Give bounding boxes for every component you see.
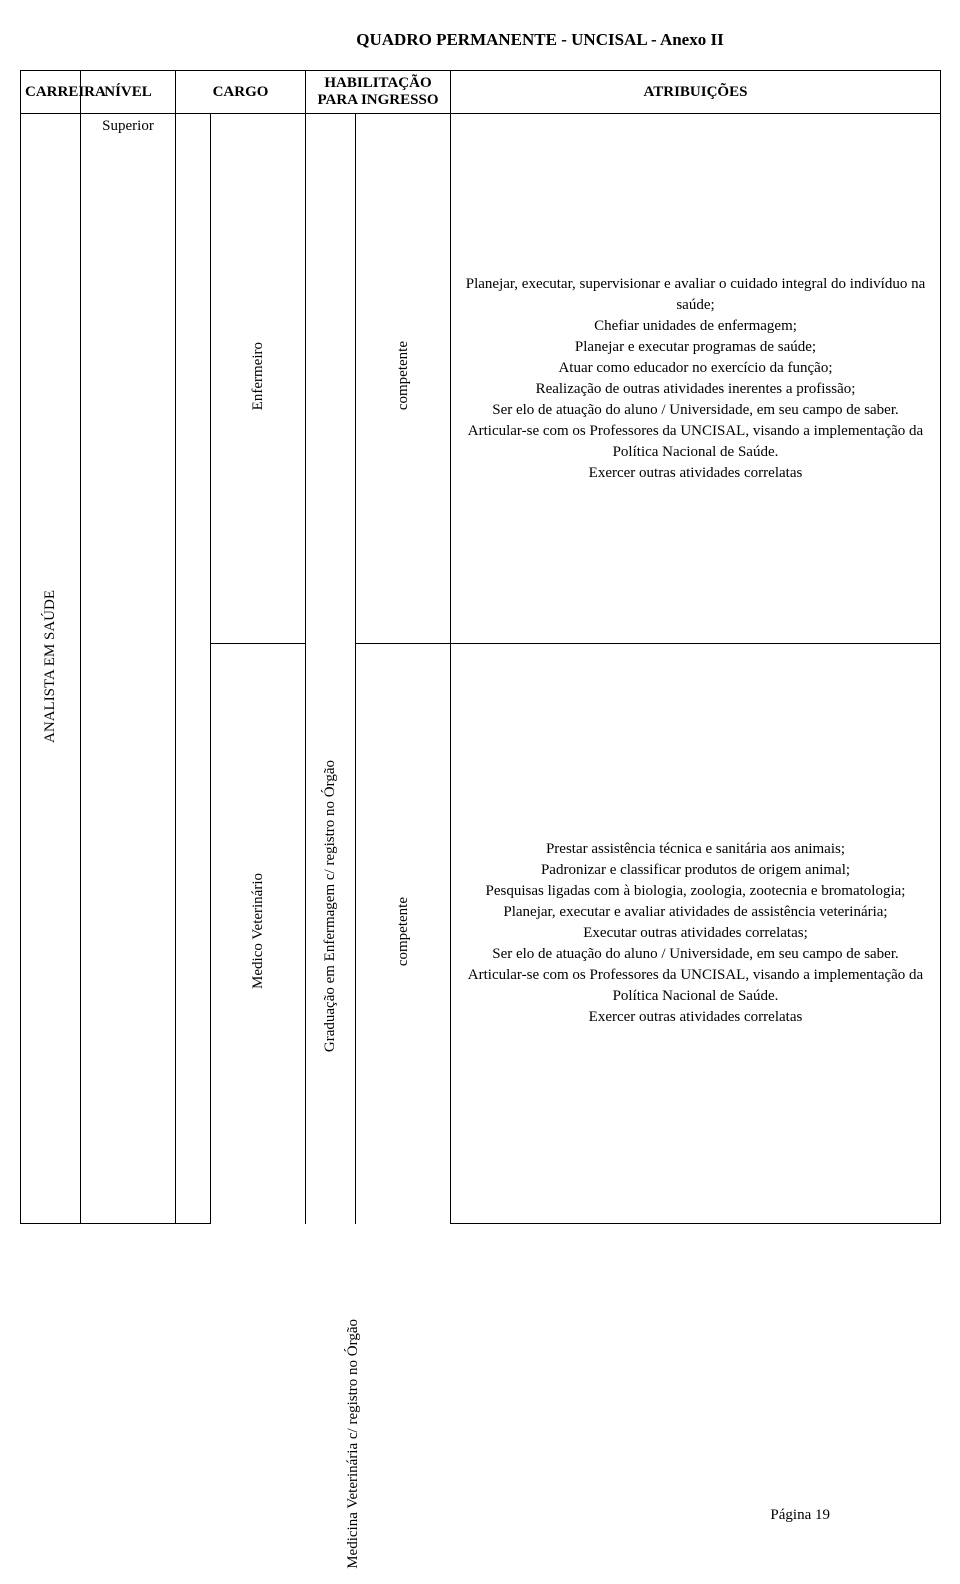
- attr-cell: Prestar assistência técnica e sanitária …: [451, 644, 941, 1224]
- header-row: CARREIRA NÍVEL CARGO HABILITAÇÃO PARA IN…: [21, 71, 941, 114]
- cargo-outer-cell: [176, 114, 211, 1224]
- carreira-cell: ANALISTA EM SAÚDE: [21, 114, 81, 1224]
- overflow-hab-label: Medicina Veterinária c/ registro no Órgã…: [345, 1319, 362, 1574]
- carreira-label: ANALISTA EM SAÚDE: [42, 590, 59, 743]
- attr-text: Planejar, executar, supervisionar e aval…: [455, 274, 936, 484]
- attr-cell: Planejar, executar, supervisionar e aval…: [451, 114, 941, 644]
- col-carreira: CARREIRA: [21, 71, 81, 114]
- attr-text: Prestar assistência técnica e sanitária …: [455, 839, 936, 1028]
- hab-left-cell: Graduação em Enfermagem c/ registro no Ó…: [306, 114, 356, 1224]
- hab-right-label: competente: [395, 341, 412, 410]
- cargo-cell: Enfermeiro: [211, 114, 306, 644]
- table-row: ANALISTA EM SAÚDE Superior Enfermeiro Gr…: [21, 114, 941, 644]
- nivel-cell: Superior: [81, 114, 176, 1224]
- hab-right-cell: competente: [356, 114, 451, 644]
- hab-left-label: Graduação em Enfermagem c/ registro no Ó…: [322, 760, 339, 1052]
- cargo-label: Enfermeiro: [250, 342, 267, 410]
- main-table: CARREIRA NÍVEL CARGO HABILITAÇÃO PARA IN…: [20, 70, 941, 1224]
- col-habilitacao: HABILITAÇÃO PARA INGRESSO: [306, 71, 451, 114]
- document-title: QUADRO PERMANENTE - UNCISAL - Anexo II: [20, 30, 940, 50]
- col-atribuicoes: ATRIBUIÇÕES: [451, 71, 941, 114]
- cargo-label: Medico Veterinário: [250, 873, 267, 989]
- hab-right-cell: competente: [356, 644, 451, 1224]
- col-cargo: CARGO: [176, 71, 306, 114]
- page-footer: Página 19: [770, 1507, 830, 1524]
- hab-right-label: competente: [395, 897, 412, 966]
- cargo-cell: Medico Veterinário: [211, 644, 306, 1224]
